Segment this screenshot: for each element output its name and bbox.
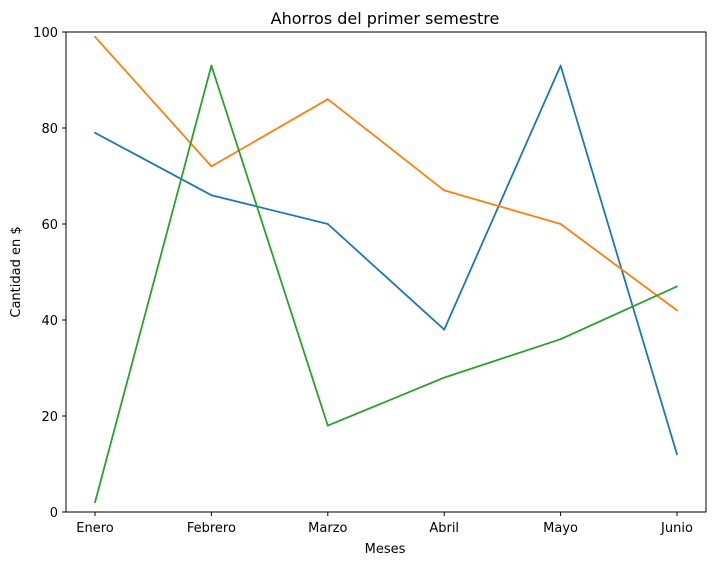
series-2-point-abril (443, 189, 446, 192)
series-3-point-febrero (210, 64, 213, 67)
y-tick-label: 80 (41, 122, 58, 137)
series-1-point-marzo (326, 223, 329, 225)
y-tick-label: 60 (41, 218, 58, 233)
chart-title: Ahorros del primer semestre (271, 9, 500, 28)
y-tick-label: 0 (50, 506, 58, 521)
series-line-1 (94, 64, 678, 455)
series-3-point-marzo (326, 424, 329, 427)
series-3-point-enero (94, 501, 96, 504)
series-line-2 (94, 36, 678, 312)
plot-area-frame (65, 31, 707, 513)
series-2-point-enero (94, 35, 96, 38)
series-2-point-febrero (210, 165, 213, 168)
series-1-point-enero (94, 131, 96, 134)
y-tick-label: 20 (41, 410, 58, 425)
series-1-point-mayo (559, 64, 562, 67)
series-2-point-mayo (559, 223, 562, 225)
series-1-point-junio (676, 453, 678, 456)
y-axis-ticks: 0 20 40 60 80 100 (33, 26, 66, 521)
series-line-3 (94, 64, 678, 503)
series-2-point-marzo (326, 98, 329, 101)
series-2-point-junio (676, 309, 678, 312)
y-tick-label: 40 (41, 314, 58, 329)
series-3-point-junio (676, 285, 678, 288)
x-tick-label: Enero (76, 521, 114, 536)
x-tick-label: Junio (660, 521, 693, 536)
series-3-point-mayo (559, 338, 562, 341)
series-3-point-abril (443, 376, 446, 379)
series-1-point-abril (443, 328, 446, 331)
x-axis-label: Meses (365, 542, 406, 557)
y-tick-label: 100 (33, 26, 58, 41)
series-layer (94, 35, 678, 504)
x-tick-label: Abril (429, 521, 459, 536)
series-1-point-febrero (210, 194, 213, 197)
x-tick-label: Mayo (543, 521, 578, 536)
y-axis-label: Cantidad en $ (9, 226, 24, 317)
x-axis-ticks: Enero Febrero Marzo Abril Mayo Junio (76, 512, 693, 536)
x-tick-label: Marzo (308, 521, 347, 536)
x-tick-label: Febrero (187, 521, 236, 536)
